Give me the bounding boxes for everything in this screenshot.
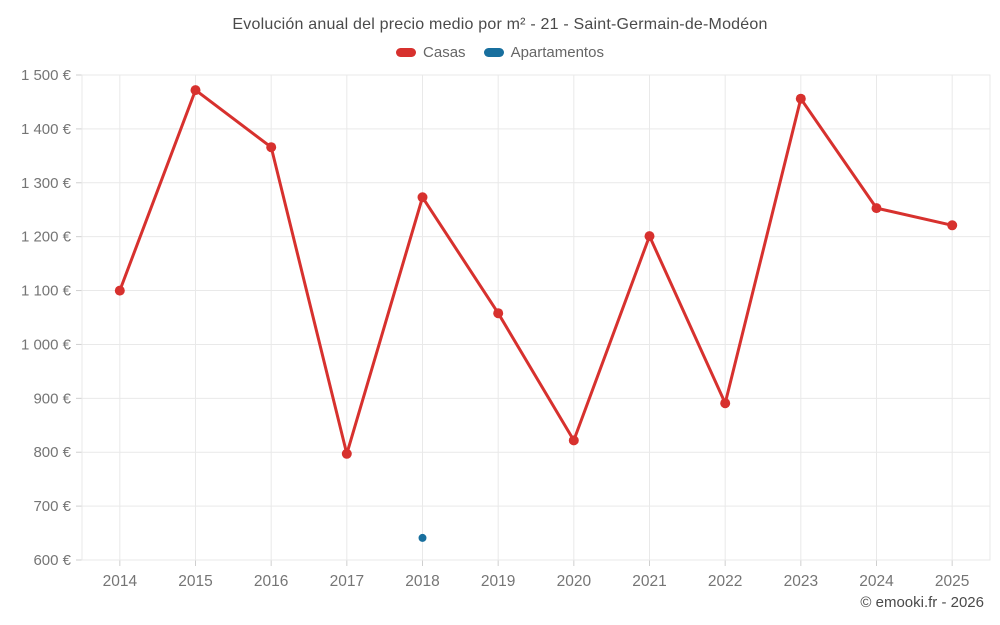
chart-title: Evolución anual del precio medio por m² … (232, 16, 768, 33)
casas-data-point[interactable] (568, 435, 579, 446)
y-axis-label: 1 100 € (21, 283, 72, 300)
x-axis-label: 2017 (330, 573, 364, 590)
y-axis-label: 1 500 € (21, 67, 72, 84)
casas-data-point[interactable] (114, 285, 125, 296)
apartamentos-data-point[interactable] (418, 533, 427, 542)
apartamentos-series-swatch-icon (483, 48, 504, 57)
casas-series-swatch-icon (396, 48, 417, 57)
casas-data-point[interactable] (795, 93, 806, 104)
y-axis-label: 800 € (33, 444, 71, 461)
y-axis-label: 1 000 € (21, 336, 72, 353)
x-axis-label: 2020 (557, 573, 592, 590)
casas-data-point[interactable] (190, 85, 201, 96)
x-axis-label: 2021 (632, 573, 666, 590)
y-axis-label: 600 € (33, 552, 71, 569)
casas-series-line (118, 88, 954, 456)
x-axis-label: 2023 (784, 573, 818, 590)
chart-legend: Casas Apartamentos (0, 44, 1000, 61)
x-axis-label: 2025 (935, 573, 969, 590)
casas-data-point[interactable] (266, 142, 277, 153)
legend-label-casas: Casas (423, 44, 466, 61)
x-axis-label: 2024 (859, 573, 894, 590)
casas-data-point[interactable] (871, 203, 882, 214)
x-axis-label: 2019 (481, 573, 515, 590)
casas-data-point[interactable] (341, 448, 352, 459)
casas-data-point[interactable] (947, 220, 958, 231)
y-axis-label: 900 € (33, 390, 71, 407)
watermark: © emooki.fr - 2026 (860, 594, 984, 611)
x-axis-label: 2014 (103, 573, 138, 590)
casas-data-point[interactable] (493, 308, 504, 319)
x-axis-label: 2016 (254, 573, 288, 590)
y-axis-label: 1 400 € (21, 121, 72, 138)
x-axis-label: 2022 (708, 573, 742, 590)
y-axis-label: 700 € (33, 498, 71, 515)
y-axis-label: 1 300 € (21, 175, 72, 192)
plot-border (81, 74, 991, 561)
legend-item-apartamentos[interactable]: Apartamentos (483, 44, 604, 61)
legend-item-casas[interactable]: Casas (396, 44, 466, 61)
legend-label-apartamentos: Apartamentos (510, 44, 604, 61)
x-axis-label: 2018 (405, 573, 439, 590)
x-axis-label: 2015 (178, 573, 212, 590)
casas-data-point[interactable] (644, 231, 655, 242)
casas-data-point[interactable] (720, 398, 731, 409)
casas-data-point[interactable] (417, 192, 428, 203)
y-axis-label: 1 200 € (21, 229, 72, 246)
